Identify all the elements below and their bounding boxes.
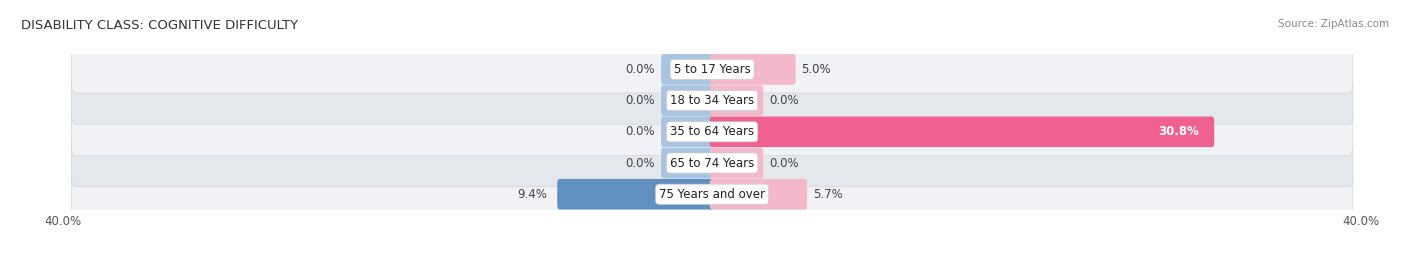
Text: 5.7%: 5.7% xyxy=(813,188,842,201)
FancyBboxPatch shape xyxy=(661,54,714,85)
Text: 35 to 64 Years: 35 to 64 Years xyxy=(671,125,754,138)
Text: 0.0%: 0.0% xyxy=(626,63,655,76)
Text: 0.0%: 0.0% xyxy=(626,157,655,169)
Text: 30.8%: 30.8% xyxy=(1159,125,1199,138)
FancyBboxPatch shape xyxy=(72,108,1353,155)
Text: 0.0%: 0.0% xyxy=(626,94,655,107)
FancyBboxPatch shape xyxy=(710,54,796,85)
FancyBboxPatch shape xyxy=(710,179,807,210)
FancyBboxPatch shape xyxy=(72,139,1353,187)
Text: Source: ZipAtlas.com: Source: ZipAtlas.com xyxy=(1278,19,1389,29)
FancyBboxPatch shape xyxy=(661,85,714,116)
Text: 0.0%: 0.0% xyxy=(626,125,655,138)
Text: DISABILITY CLASS: COGNITIVE DIFFICULTY: DISABILITY CLASS: COGNITIVE DIFFICULTY xyxy=(21,19,298,32)
FancyBboxPatch shape xyxy=(710,148,763,178)
Text: 5.0%: 5.0% xyxy=(801,63,831,76)
FancyBboxPatch shape xyxy=(661,148,714,178)
FancyBboxPatch shape xyxy=(710,116,1215,147)
FancyBboxPatch shape xyxy=(72,171,1353,218)
FancyBboxPatch shape xyxy=(72,77,1353,124)
Text: 9.4%: 9.4% xyxy=(517,188,547,201)
FancyBboxPatch shape xyxy=(710,85,763,116)
FancyBboxPatch shape xyxy=(72,46,1353,93)
Text: 18 to 34 Years: 18 to 34 Years xyxy=(671,94,754,107)
Text: 5 to 17 Years: 5 to 17 Years xyxy=(673,63,751,76)
Text: 65 to 74 Years: 65 to 74 Years xyxy=(671,157,754,169)
Text: 75 Years and over: 75 Years and over xyxy=(659,188,765,201)
FancyBboxPatch shape xyxy=(661,116,714,147)
Text: 0.0%: 0.0% xyxy=(769,94,799,107)
Text: 0.0%: 0.0% xyxy=(769,157,799,169)
FancyBboxPatch shape xyxy=(557,179,714,210)
